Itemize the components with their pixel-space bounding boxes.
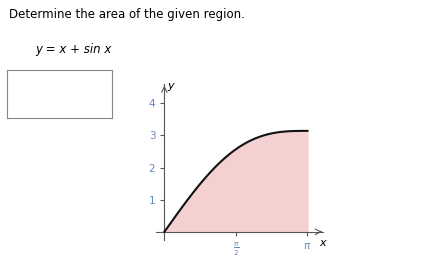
Text: x: x [319,238,326,248]
Text: Determine the area of the given region.: Determine the area of the given region. [9,8,245,21]
Text: y = x + sin x: y = x + sin x [35,43,112,56]
Text: y: y [168,80,174,91]
